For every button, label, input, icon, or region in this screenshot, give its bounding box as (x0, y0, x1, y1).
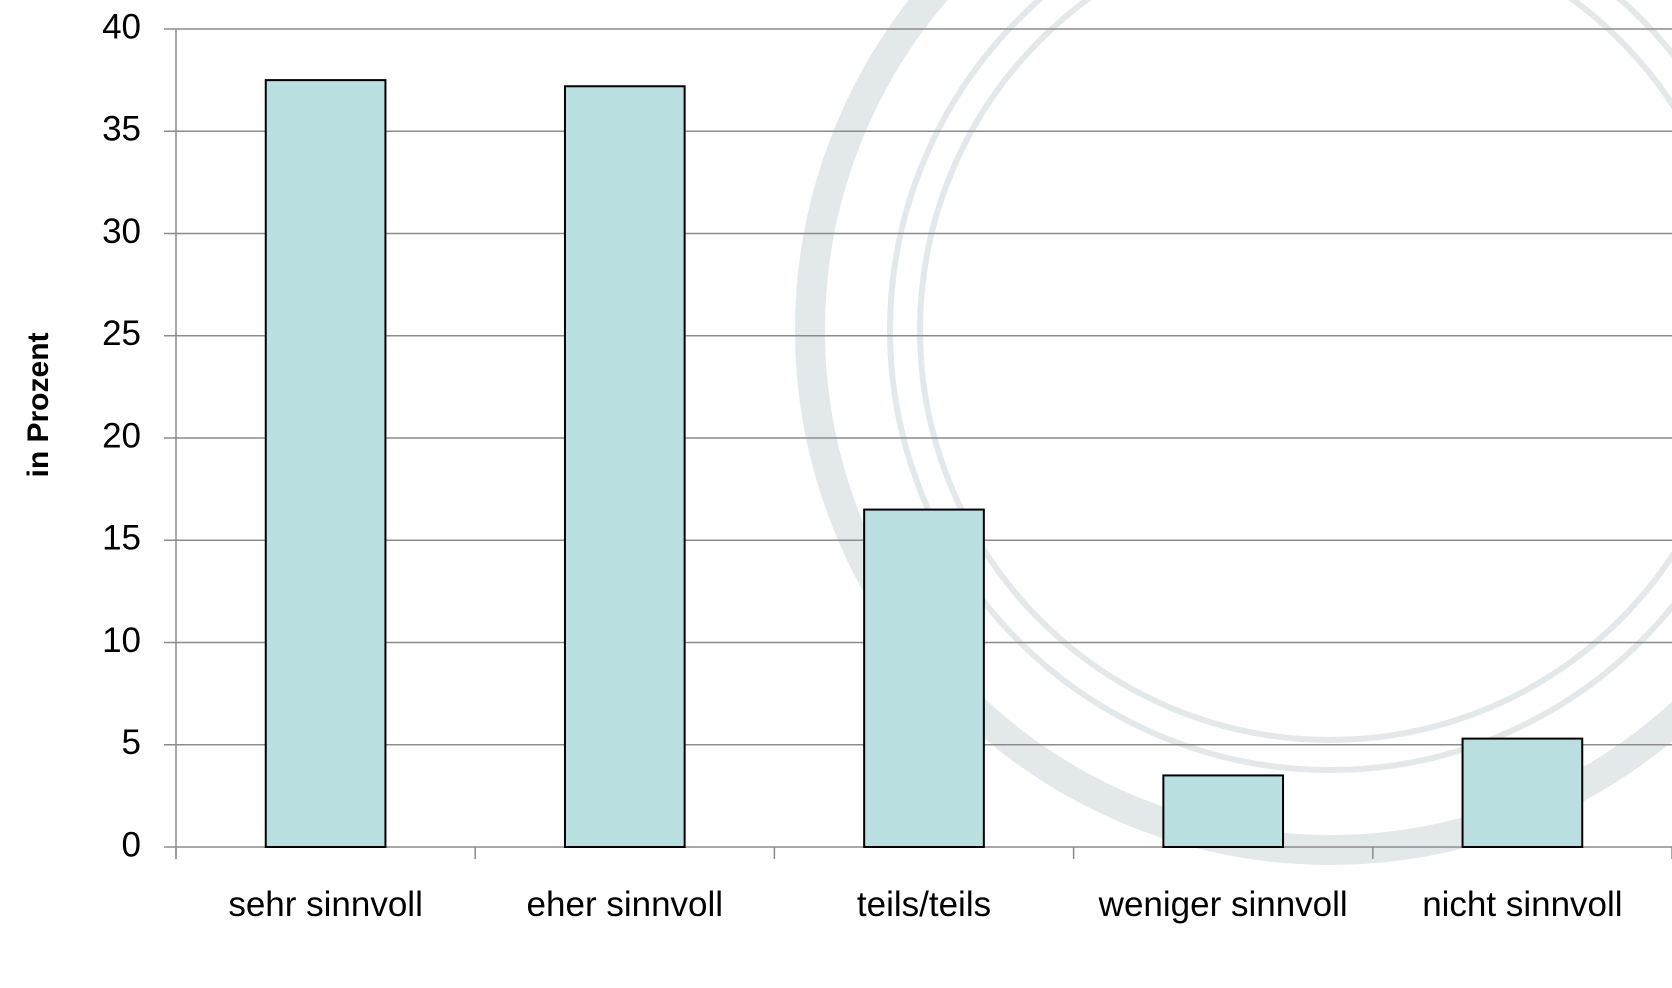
y-tick-label: 35 (102, 110, 141, 149)
seal-ring (795, 0, 1672, 865)
y-tick-label: 0 (122, 825, 141, 864)
y-tick-label: 5 (122, 723, 141, 762)
y-axis-title: in Prozent (22, 332, 55, 477)
x-tick-label: eher sinnvoll (526, 885, 724, 924)
y-tick-label: 20 (102, 416, 141, 455)
seal-ring (887, 0, 1672, 773)
y-tick-label: 30 (102, 212, 141, 251)
y-tick-label: 10 (102, 621, 141, 660)
y-tick-label: 40 (102, 7, 141, 46)
seal-ring (917, 0, 1672, 743)
watermark-seal (795, 0, 1672, 865)
x-tick-label: weniger sinnvoll (1098, 885, 1348, 924)
x-tick-label: sehr sinnvoll (228, 885, 423, 924)
x-tick-label: nicht sinnvoll (1422, 885, 1623, 924)
bar (863, 508, 985, 848)
bar (563, 85, 686, 848)
y-tick-label: 15 (102, 519, 141, 558)
bar (1162, 774, 1285, 848)
y-tick-label: 25 (102, 314, 141, 353)
bar (264, 79, 387, 848)
x-tick-label: teils/teils (856, 885, 992, 924)
bar (1461, 737, 1584, 848)
